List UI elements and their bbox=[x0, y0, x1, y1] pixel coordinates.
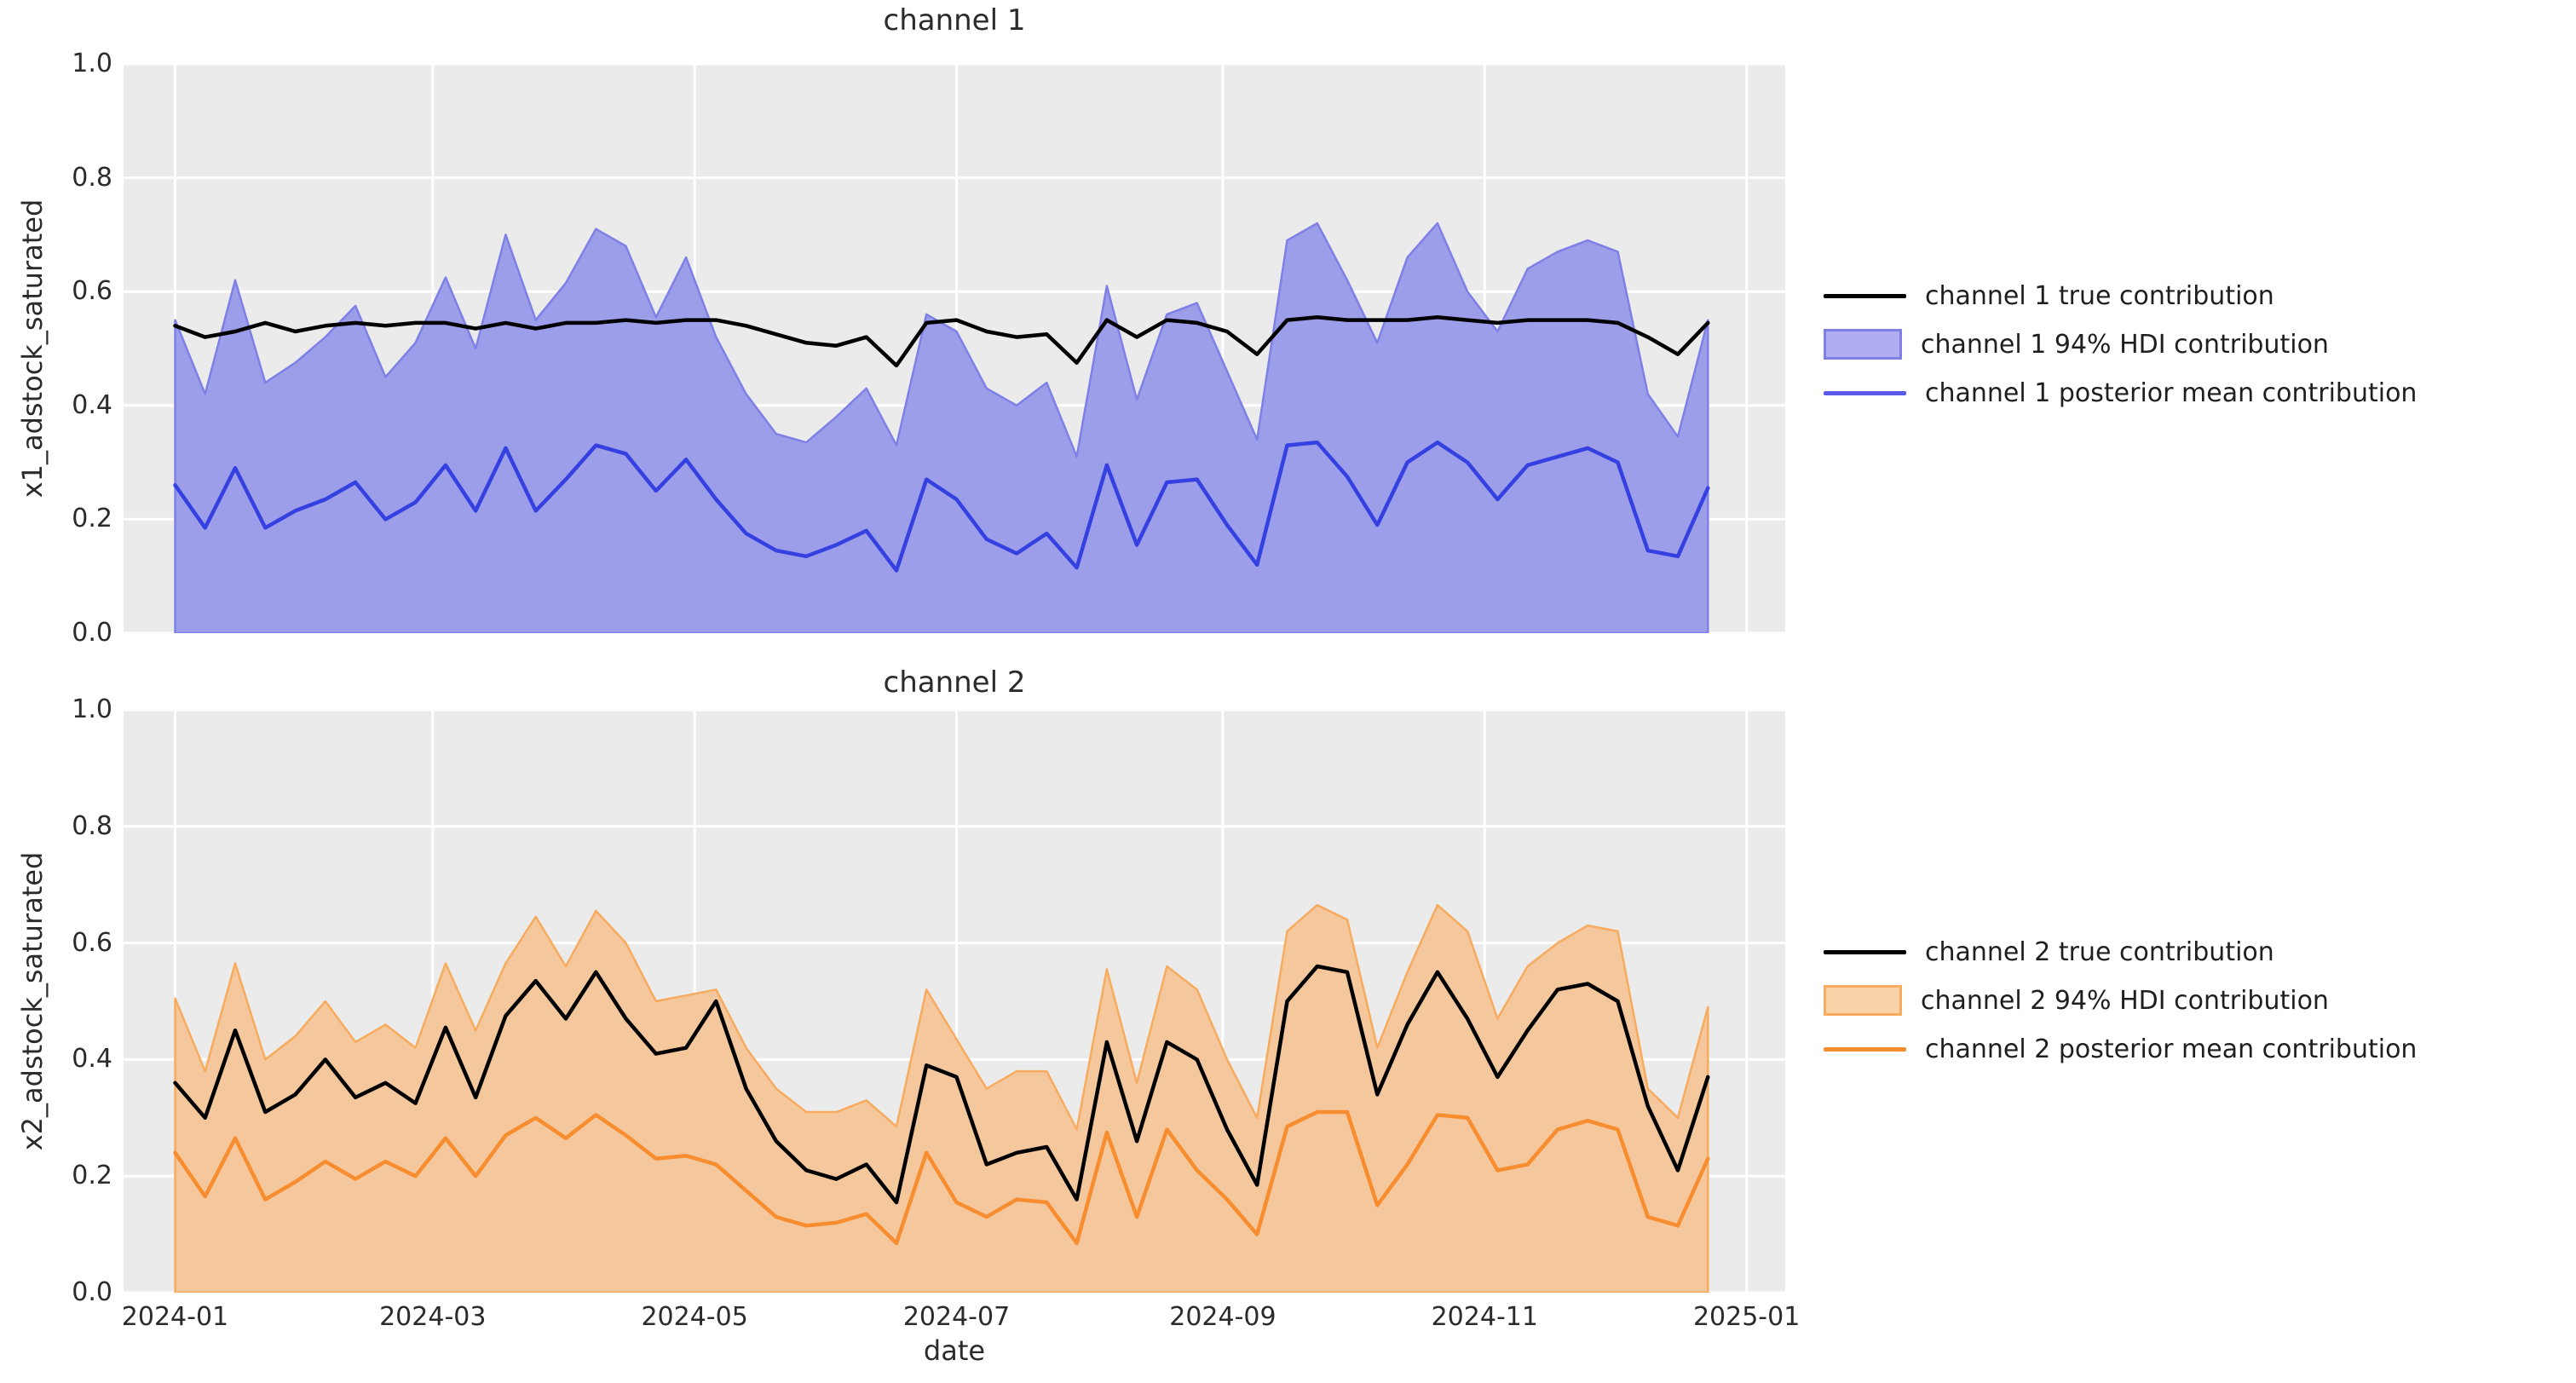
legend-label: channel 2 true contribution bbox=[1925, 936, 2274, 967]
chart1-plot-area bbox=[124, 64, 1785, 633]
legend-hdi-patch-swatch bbox=[1824, 329, 1902, 360]
legend-line-swatch bbox=[1824, 949, 1906, 954]
legend-line-swatch bbox=[1824, 390, 1906, 395]
chart2-plot-area bbox=[124, 710, 1785, 1293]
x-tick-label: 2024-09 bbox=[1169, 1302, 1276, 1332]
chart1-y-axis-label: x1_adstock_saturated bbox=[16, 199, 49, 498]
x-tick-label: 2024-07 bbox=[902, 1302, 1011, 1332]
y-tick-label: 0.2 bbox=[72, 1161, 112, 1191]
legend-item: channel 1 posterior mean contribution bbox=[1824, 369, 2417, 417]
y-tick-label: 0.8 bbox=[72, 162, 112, 193]
y-tick-label: 1.0 bbox=[72, 49, 112, 78]
posterior-mean-line bbox=[173, 1109, 1710, 1246]
true-contribution-line bbox=[173, 964, 1710, 1205]
chart2-title: channel 2 bbox=[883, 666, 1026, 700]
x-tick-label: 2024-05 bbox=[641, 1302, 748, 1332]
y-tick-label: 0.2 bbox=[72, 504, 112, 534]
posterior-mean-line bbox=[173, 440, 1710, 573]
y-tick-label: 0.4 bbox=[72, 389, 112, 420]
y-tick-label: 0.4 bbox=[72, 1044, 112, 1075]
legend-item: channel 1 94% HDI contribution bbox=[1824, 320, 2329, 368]
y-tick-label: 0.6 bbox=[72, 276, 112, 307]
hdi-band bbox=[174, 222, 1709, 633]
x-tick-label: 2024-03 bbox=[379, 1302, 487, 1332]
x-tick-label: 2024-11 bbox=[1431, 1302, 1538, 1332]
legend-line-swatch bbox=[1824, 293, 1906, 298]
legend-label: channel 2 posterior mean contribution bbox=[1925, 1034, 2418, 1064]
x-axis-label: date bbox=[923, 1334, 986, 1367]
legend-label: channel 1 true contribution bbox=[1925, 280, 2274, 311]
y-tick-label: 1.0 bbox=[72, 694, 112, 724]
legend-item: channel 1 true contribution bbox=[1824, 272, 2274, 320]
legend-item: channel 2 true contribution bbox=[1824, 928, 2274, 976]
legend-label: channel 2 94% HDI contribution bbox=[1921, 985, 2329, 1016]
legend-item: channel 2 posterior mean contribution bbox=[1824, 1025, 2417, 1073]
x-tick-label: 2024-01 bbox=[121, 1302, 229, 1332]
true-contribution-line bbox=[173, 315, 1710, 368]
x-tick-label: 2025-01 bbox=[1692, 1302, 1801, 1332]
legend-item: channel 2 94% HDI contribution bbox=[1824, 977, 2329, 1024]
y-tick-label: 0.6 bbox=[72, 927, 112, 958]
legend-label: channel 1 94% HDI contribution bbox=[1921, 329, 2329, 360]
legend-label: channel 1 posterior mean contribution bbox=[1925, 377, 2418, 408]
chart1-title: channel 1 bbox=[883, 3, 1026, 37]
legend-line-swatch bbox=[1824, 1046, 1906, 1052]
y-tick-label: 0.8 bbox=[72, 810, 112, 841]
chart2-y-axis-label: x2_adstock_saturated bbox=[16, 851, 49, 1151]
hdi-band bbox=[174, 903, 1709, 1293]
y-tick-label: 0.0 bbox=[72, 1277, 112, 1307]
legend-hdi-patch-swatch bbox=[1824, 985, 1902, 1016]
y-tick-label: 0.0 bbox=[72, 618, 112, 648]
